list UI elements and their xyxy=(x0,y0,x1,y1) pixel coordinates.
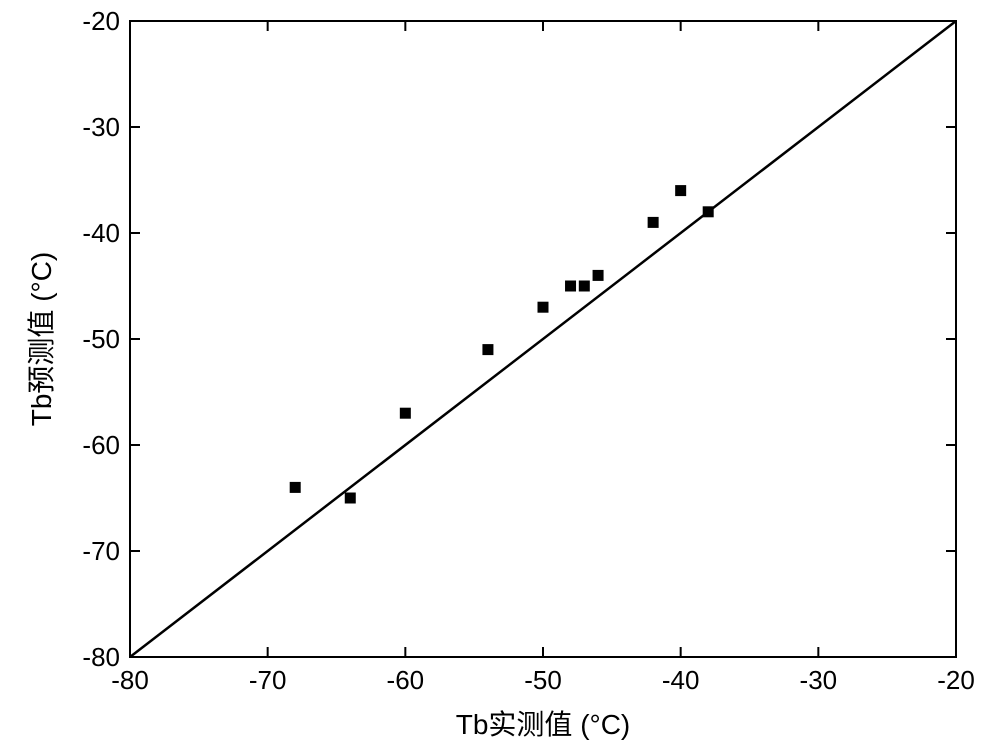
x-tick-label: -20 xyxy=(937,665,975,695)
data-point xyxy=(593,270,604,281)
data-point xyxy=(579,281,590,292)
x-tick-label: -30 xyxy=(800,665,838,695)
data-point xyxy=(345,493,356,504)
data-point xyxy=(703,206,714,217)
chart-svg: -80-70-60-50-40-30-20-80-70-60-50-40-30-… xyxy=(0,0,1000,741)
y-tick-label: -60 xyxy=(82,430,120,460)
data-point xyxy=(400,408,411,419)
y-tick-label: -30 xyxy=(82,112,120,142)
x-tick-label: -60 xyxy=(387,665,425,695)
data-point xyxy=(482,344,493,355)
data-point xyxy=(675,185,686,196)
y-tick-label: -50 xyxy=(82,324,120,354)
x-tick-label: -40 xyxy=(662,665,700,695)
y-axis-label: Tb预测值 (°C) xyxy=(20,252,60,427)
data-point xyxy=(538,302,549,313)
data-point xyxy=(290,482,301,493)
x-tick-label: -50 xyxy=(524,665,562,695)
x-tick-label: -70 xyxy=(249,665,287,695)
y-tick-label: -70 xyxy=(82,536,120,566)
data-point xyxy=(648,217,659,228)
data-point xyxy=(565,281,576,292)
scatter-chart: -80-70-60-50-40-30-20-80-70-60-50-40-30-… xyxy=(0,0,1000,741)
x-axis-label: Tb实测值 (°C) xyxy=(456,703,631,743)
y-tick-label: -80 xyxy=(82,642,120,672)
y-tick-label: -40 xyxy=(82,218,120,248)
y-tick-label: -20 xyxy=(82,6,120,36)
